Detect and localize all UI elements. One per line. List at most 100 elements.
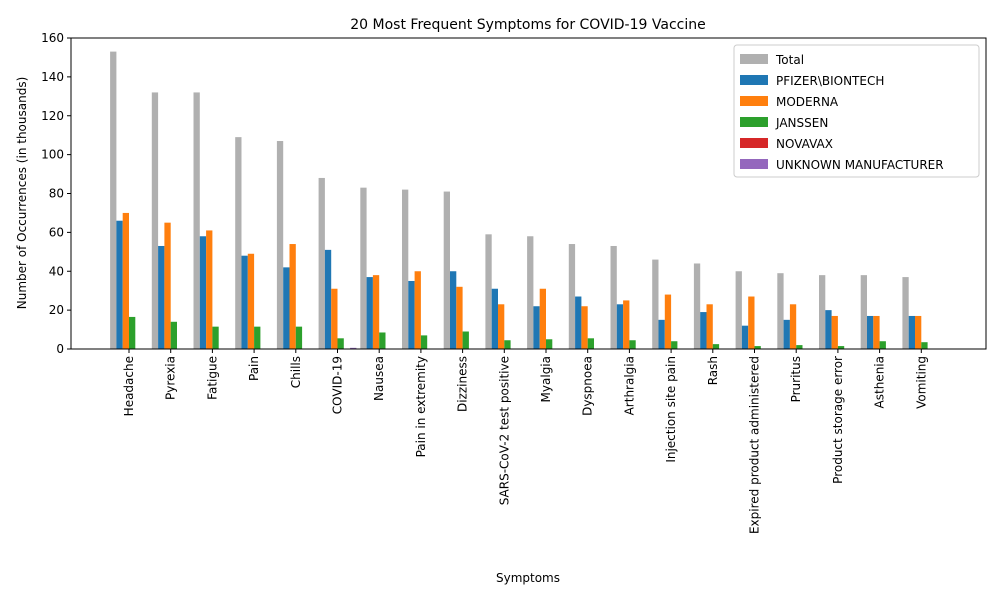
x-tick-label: Pruritus [789,356,803,402]
x-tick-label: COVID-19 [331,356,345,414]
y-axis: 0 20 40 60 80 100 120 140 160 [41,31,71,356]
bar [170,321,177,349]
x-axis: Headache Pyrexia Fatigue Pain Chills COVID-19… [122,349,928,534]
x-tick-label: SARS-CoV-2 test positive [497,356,511,505]
x-tick-label: Nausea [372,356,386,401]
bar [568,244,576,349]
bar [783,319,790,349]
bar [443,191,450,349]
bar [122,212,129,349]
legend-entry: UNKNOWN MANUFACTURER [776,158,944,172]
bar [581,306,588,349]
bar [491,288,498,349]
bar [324,249,332,349]
legend-swatch [740,54,768,64]
x-tick-label: Pain in extremity [414,356,428,457]
bar [629,340,636,349]
bar [789,304,797,349]
x-tick-label: Rash [706,356,720,385]
bar [623,300,630,349]
bar [408,280,415,349]
y-tick-label: 80 [49,187,64,201]
x-tick-label: Expired product administered [748,356,762,534]
legend-swatch [740,138,768,148]
bar [693,263,701,349]
bar [908,315,915,349]
y-tick-label: 0 [56,342,64,356]
bar [254,326,261,349]
bar [873,315,880,349]
bar [735,271,742,349]
x-axis-label: Symptoms [496,571,560,585]
x-tick-label: Asthenia [873,356,887,408]
bar [902,277,909,349]
bar [462,331,469,349]
x-tick-label: Headache [122,356,136,416]
bar [819,275,826,349]
chart-title: 20 Most Frequent Symptoms for COVID-19 V… [350,17,705,33]
bar [450,271,457,349]
bar [283,267,290,349]
bar [289,244,296,349]
bar [610,245,617,349]
y-tick-label: 100 [41,148,64,162]
x-tick-label: Injection site pain [664,356,678,463]
bar [671,341,678,349]
x-tick-label: Vomiting [914,356,928,409]
y-tick-label: 160 [41,31,64,45]
bar [379,332,386,349]
bar [456,286,463,349]
bar [414,271,421,349]
x-tick-label: Product storage error [831,356,845,484]
bar [658,319,665,349]
bar [366,277,373,349]
bar [295,326,303,349]
bar [193,92,200,350]
bar [164,222,171,349]
x-tick-label: Arthralgia [622,356,636,415]
bar [337,338,344,349]
bar [241,255,248,349]
bar [879,341,886,349]
bar [706,304,713,349]
bar [110,51,117,350]
legend-swatch [740,117,768,127]
bar [206,230,213,349]
x-tick-label: Myalgia [539,356,553,402]
x-tick-label: Pyrexia [164,356,178,400]
bar [587,338,594,349]
bar [151,92,159,350]
bar [116,220,123,349]
bar [867,315,874,349]
bar [212,326,219,349]
bar [741,325,749,349]
legend-swatch [740,75,768,85]
bar [921,342,928,349]
bar [539,288,546,349]
bar [247,253,255,349]
bar [664,294,672,349]
bar [527,236,534,349]
bar [372,275,380,349]
bar [504,340,511,349]
bar [616,304,624,349]
y-tick-label: 140 [41,70,64,84]
y-axis-label: Number of Occurrences (in thousands) [15,77,29,310]
bar [754,346,761,349]
y-tick-label: 120 [41,109,64,123]
bar [360,187,367,349]
plot-frame [70,37,987,350]
x-tick-label: Fatigue [205,356,219,400]
bar [276,141,284,349]
legend-entry: NOVAVAX [776,137,833,151]
bar [748,296,755,349]
legend-entry: MODERNA [776,95,839,109]
bar [498,304,505,349]
x-tick-label: Dyspnoea [581,356,595,416]
bar [158,245,165,349]
bar [350,347,357,349]
legend-entry: Total [775,53,804,67]
legend-entry: PFIZER\BIONTECH [776,74,884,88]
legend-box [733,44,980,178]
